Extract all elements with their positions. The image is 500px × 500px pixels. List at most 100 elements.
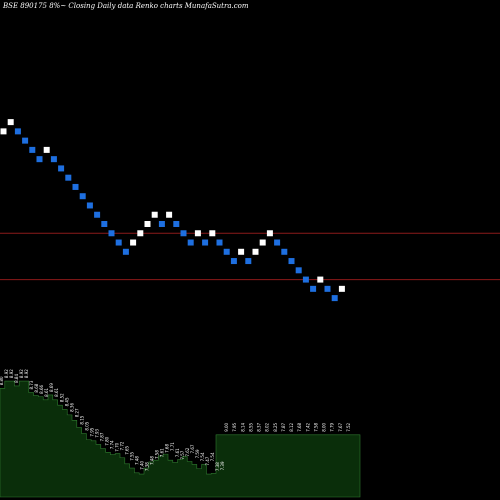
volume-data-label: 7.59	[195, 449, 200, 458]
volume-data-label: 8.61	[44, 387, 49, 396]
renko-brick-down	[22, 137, 29, 144]
volume-data-label: 7.55	[130, 451, 135, 460]
volume-data-label: 7.48	[150, 456, 155, 465]
volume-data-label: 7.40	[140, 460, 145, 469]
volume-data-label: 7.38	[145, 462, 150, 471]
volume-data-label: 7.87	[281, 422, 286, 431]
volume-data-label: 7.93	[94, 428, 99, 437]
volume-data-label: 8.12	[289, 422, 294, 431]
volume-data-label: 8.92	[9, 369, 14, 378]
volume-data-label: 7.54	[200, 452, 205, 461]
volume-data-label: 8.00	[322, 422, 327, 431]
volume-data-label: 7.72	[120, 441, 125, 450]
volume-data-label: 7.67	[190, 444, 195, 453]
renko-brick-down	[302, 276, 309, 283]
renko-brick-up	[259, 239, 266, 246]
volume-data-label: 8.45	[64, 397, 69, 406]
volume-data-label: 7.68	[297, 422, 302, 431]
renko-brick-down	[223, 248, 230, 255]
volume-data-label: 7.70	[115, 442, 120, 451]
volume-data-label: 7.74	[110, 440, 115, 449]
renko-brick-up	[194, 230, 201, 237]
renko-brick-up	[151, 211, 158, 218]
volume-area	[0, 380, 361, 498]
volume-data-label: 7.42	[305, 422, 310, 431]
volume-data-label: 8.36	[69, 403, 74, 412]
volume-data-label: 7.48	[135, 456, 140, 465]
volume-panel	[0, 380, 361, 498]
volume-data-label: 9.00	[224, 422, 229, 431]
volume-data-label: 7.65	[125, 445, 130, 454]
renko-brick-down	[295, 267, 302, 274]
volume-data-label: 7.58	[313, 422, 318, 431]
renko-brick-down	[86, 202, 93, 209]
volume-data-label: 8.05	[84, 421, 89, 430]
renko-brick-up	[252, 248, 259, 255]
renko-brick-up	[130, 239, 137, 246]
renko-brick-down	[122, 248, 129, 255]
renko-brick-down	[331, 295, 338, 302]
volume-data-label: 8.02	[265, 422, 270, 431]
volume-data-label: 7.61	[160, 448, 165, 457]
renko-brick-up	[166, 211, 173, 218]
renko-brick-down	[324, 285, 331, 292]
volume-labels: 8.808.92 8.928.848.92 8.928.73 8.68 8.66 8.61…	[0, 369, 351, 471]
volume-data-label: 8.80	[0, 376, 4, 385]
renko-brick-up	[0, 128, 7, 135]
renko-brick-down	[50, 156, 57, 163]
volume-data-label: 8.52	[59, 393, 64, 402]
volume-data-label: 7.95	[232, 422, 237, 431]
renko-brick-down	[274, 239, 281, 246]
volume-data-label: 8.68	[34, 383, 39, 392]
renko-brick-down	[180, 230, 187, 237]
volume-data-label: 8.27	[74, 408, 79, 417]
renko-brick-up	[209, 230, 216, 237]
volume-data-label: 7.54	[210, 452, 215, 461]
renko-brick-down	[115, 239, 122, 246]
renko-brick-down	[58, 165, 65, 172]
volume-data-label: 8.37	[257, 422, 262, 431]
volume-data-label: 7.95	[89, 427, 94, 436]
volume-data-label: 7.79	[330, 422, 335, 431]
renko-brick-down	[29, 146, 36, 153]
volume-data-label: 8.84	[14, 374, 19, 383]
renko-brick-up	[43, 146, 50, 153]
reference-lines	[0, 232, 500, 281]
renko-brick-up	[266, 230, 273, 237]
renko-brick-down	[14, 128, 21, 135]
renko-brick-up	[338, 285, 345, 292]
renko-brick-down	[173, 221, 180, 227]
volume-data-label: 7.39	[220, 461, 225, 470]
renko-brick-down	[101, 221, 108, 227]
volume-data-label: 7.87	[99, 432, 104, 441]
renko-brick-down	[216, 239, 223, 246]
volume-data-label: 7.47	[205, 456, 210, 465]
renko-brick-up	[238, 248, 245, 255]
renko-brick-up	[317, 276, 324, 283]
volume-data-label: 7.68	[165, 444, 170, 453]
renko-brick-down	[158, 221, 165, 227]
volume-data-label: 7.80	[105, 436, 110, 445]
renko-bricks	[0, 119, 345, 302]
volume-data-label: 8.14	[240, 422, 245, 431]
volume-data-label: 7.71	[170, 442, 175, 451]
renko-brick-down	[36, 156, 43, 163]
renko-brick-down	[94, 211, 101, 218]
renko-brick-up	[144, 221, 151, 227]
volume-data-label: 8.73	[29, 380, 34, 389]
volume-data-label: 7.67	[338, 422, 343, 431]
renko-brick-down	[288, 258, 295, 265]
volume-data-label: 7.38	[215, 462, 220, 471]
renko-brick-down	[281, 248, 288, 255]
volume-data-label: 8.66	[39, 384, 44, 393]
renko-brick-down	[245, 258, 252, 265]
volume-data-label: 7.57	[180, 450, 185, 459]
renko-brick-up	[137, 230, 144, 237]
chart-title: BSE 890175 8%~ Closing Daily data Renko …	[2, 2, 249, 10]
volume-data-label: 8.55	[248, 422, 253, 431]
volume-data-label: 7.58	[155, 450, 160, 459]
volume-data-label: 8.92	[19, 369, 24, 378]
